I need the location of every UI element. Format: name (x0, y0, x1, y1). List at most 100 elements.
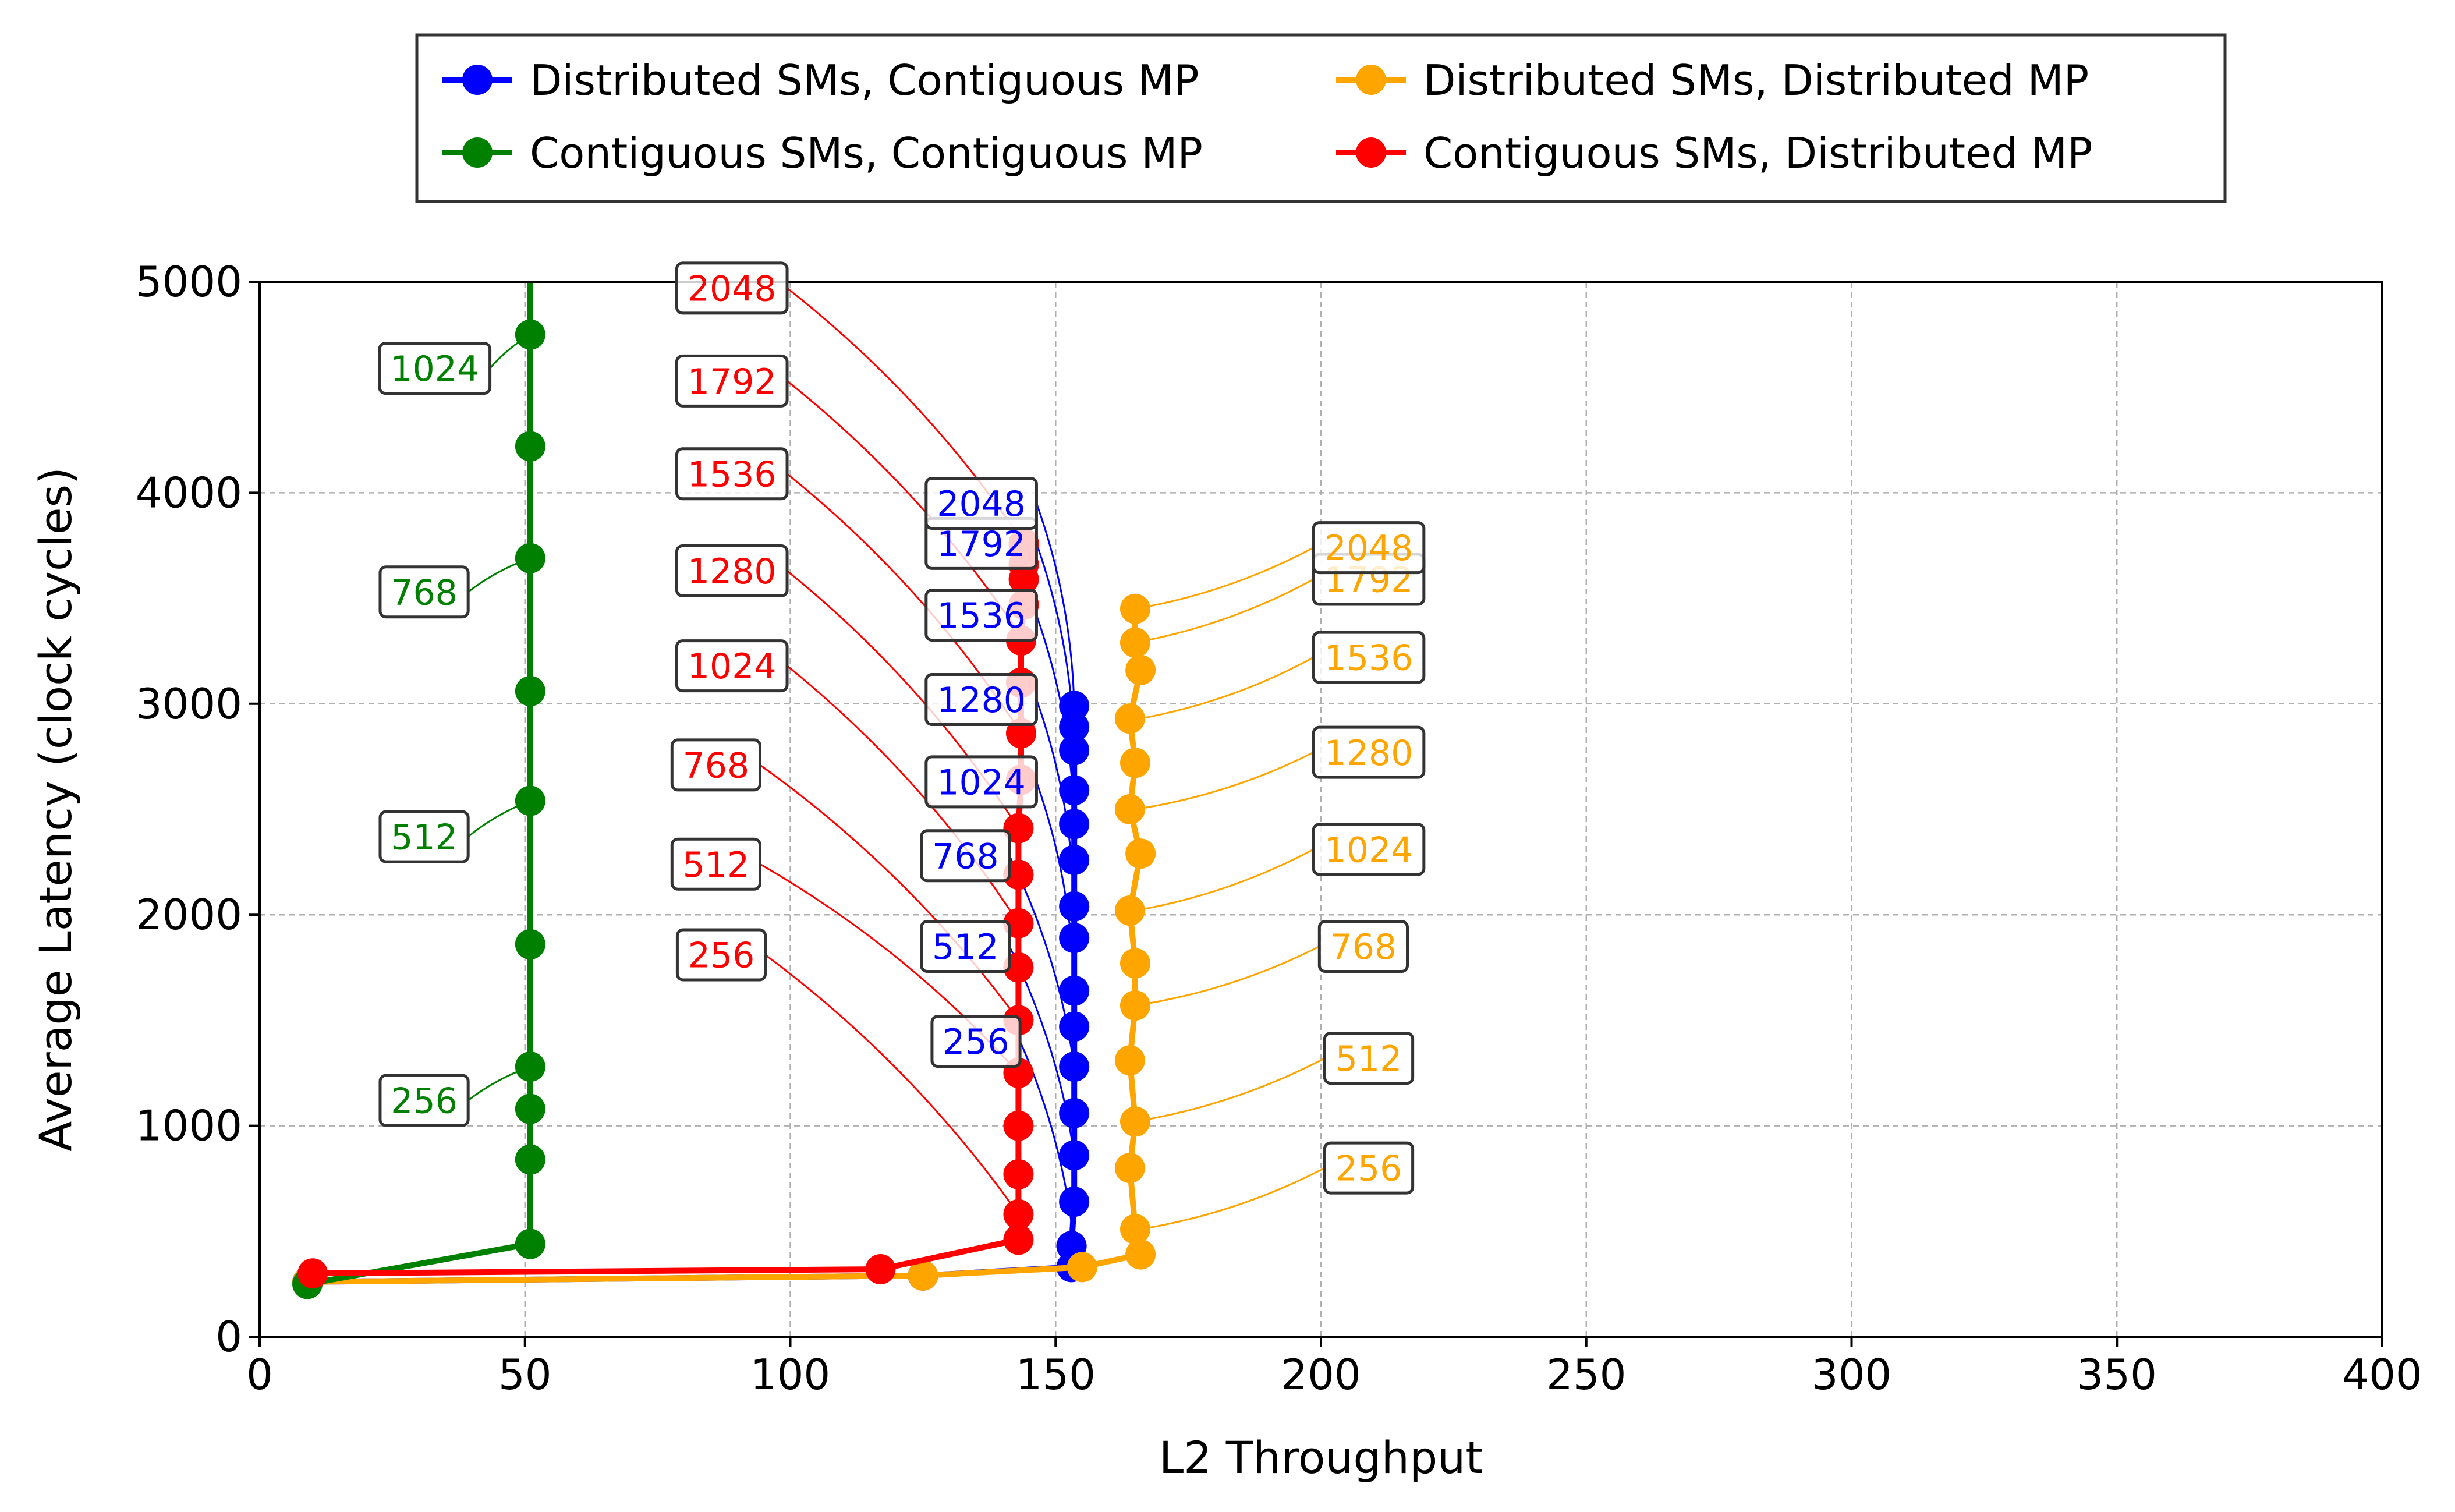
legend-label: Distributed SMs, Contiguous MP (530, 56, 1199, 105)
data-point (515, 1051, 545, 1082)
data-point (1003, 908, 1034, 939)
annotation-label: 1024 (1324, 830, 1414, 870)
x-tick-label: 200 (1281, 1350, 1361, 1399)
annotation-leader (1135, 946, 1320, 1007)
data-point (515, 929, 545, 959)
data-point (1059, 775, 1090, 806)
annotation-label: 2048 (937, 484, 1026, 525)
data-point (515, 543, 545, 573)
annotation-label: 1280 (1324, 733, 1414, 774)
annotation-box (1312, 631, 1426, 684)
data-point (1059, 809, 1090, 840)
annotation-box (670, 837, 761, 891)
annotation-label: 768 (1330, 927, 1397, 968)
y-tick-label: 4000 (136, 468, 242, 517)
annotation-leader (1036, 503, 1075, 706)
annotation-label: 512 (1335, 1039, 1402, 1079)
annotation-box (378, 342, 492, 395)
data-point (1003, 1199, 1034, 1230)
annotation-label: 256 (391, 1081, 458, 1122)
annotation-labels: 256 512 768 1024 1280 1536 1792 2048 256 512 768 10… (378, 261, 1426, 1195)
annotation-box (675, 261, 789, 315)
annotation-label: 512 (683, 845, 750, 886)
axis-ticks: 0 50 100 150 200 250 300 350 4000100020003000400… (136, 257, 2422, 1399)
annotation-label: 1024 (688, 646, 777, 687)
legend-item-1: Distributed SMs, Distributed MP (1336, 56, 2089, 105)
data-point (1059, 1051, 1090, 1082)
annotation-label: 256 (1335, 1149, 1402, 1189)
annotation-box (675, 544, 789, 597)
x-axis-title: L2 Throughput (1159, 1432, 1483, 1483)
annotation-label: 1536 (937, 596, 1026, 636)
data-point (1059, 844, 1090, 875)
data-point (1003, 1159, 1034, 1189)
y-tick-label: 0 (215, 1312, 242, 1361)
y-tick-label: 1000 (136, 1102, 242, 1150)
annotation-box (1312, 823, 1426, 876)
annotation-label: 512 (932, 927, 999, 968)
data-point (1125, 1239, 1156, 1270)
x-tick-label: 100 (750, 1350, 830, 1399)
annotation-leader (1140, 656, 1314, 720)
data-point (1059, 691, 1090, 721)
data-point (1114, 1045, 1145, 1076)
x-tick-label: 250 (1546, 1350, 1626, 1399)
data-point (908, 1260, 938, 1291)
annotation-leader (1135, 578, 1314, 644)
data-point (297, 1258, 328, 1289)
data-point (515, 1093, 545, 1124)
data-point (1120, 1106, 1150, 1137)
annotation-box (924, 673, 1038, 727)
annotation-leader (1135, 751, 1314, 810)
annotation-label: 2048 (688, 268, 777, 309)
annotation-box (1323, 1032, 1415, 1085)
data-point (1059, 891, 1090, 922)
legend-swatch-marker (462, 65, 493, 95)
annotation-box (1312, 725, 1426, 779)
annotation-label: 256 (943, 1022, 1009, 1063)
x-tick-label: 350 (2077, 1350, 2157, 1399)
data-point (1059, 1097, 1090, 1128)
x-tick-label: 150 (1016, 1350, 1096, 1399)
y-tick-label: 2000 (136, 890, 242, 939)
annotation-leader (787, 665, 1019, 924)
data-point (515, 1144, 545, 1175)
data-point (1125, 838, 1156, 869)
data-point (1067, 1252, 1097, 1283)
annotation-leader (1135, 547, 1314, 610)
annotation-leader (1140, 1167, 1326, 1230)
annotation-leader (1135, 1057, 1326, 1123)
data-point (1059, 923, 1090, 954)
data-point (1059, 1011, 1090, 1042)
annotation-box (930, 1015, 1022, 1068)
annotation-box (378, 810, 470, 863)
annotation-box (378, 565, 470, 619)
x-tick-label: 0 (246, 1350, 273, 1399)
y-tick-label: 3000 (136, 679, 242, 728)
annotation-box (920, 829, 1011, 883)
annotation-box (675, 639, 789, 693)
legend-label: Contiguous SMs, Contiguous MP (530, 129, 1203, 178)
annotation-label: 256 (688, 936, 755, 976)
data-point (1120, 948, 1150, 979)
series-2 (292, 282, 545, 1299)
legend-label: Contiguous SMs, Distributed MP (1423, 129, 2093, 178)
annotation-label: 1792 (688, 362, 777, 402)
data-point (865, 1254, 896, 1285)
annotation-label: 768 (683, 745, 750, 786)
annotation-box (1317, 920, 1409, 973)
annotation-label: 768 (932, 836, 999, 877)
legend: Distributed SMs, Contiguous MP Contiguous… (415, 33, 2227, 203)
data-point (1120, 1214, 1150, 1245)
annotation-box (1323, 1141, 1415, 1195)
data-point (1120, 627, 1150, 658)
annotation-box (675, 928, 767, 982)
legend-label: Distributed SMs, Distributed MP (1423, 56, 2089, 105)
data-point (1114, 703, 1145, 734)
annotation-box (670, 738, 761, 792)
series-1 (292, 593, 1156, 1297)
data-point (1114, 794, 1145, 824)
data-point (1114, 1153, 1145, 1184)
legend-item-3: Contiguous SMs, Distributed MP (1336, 129, 2093, 178)
annotation-box (924, 477, 1038, 530)
